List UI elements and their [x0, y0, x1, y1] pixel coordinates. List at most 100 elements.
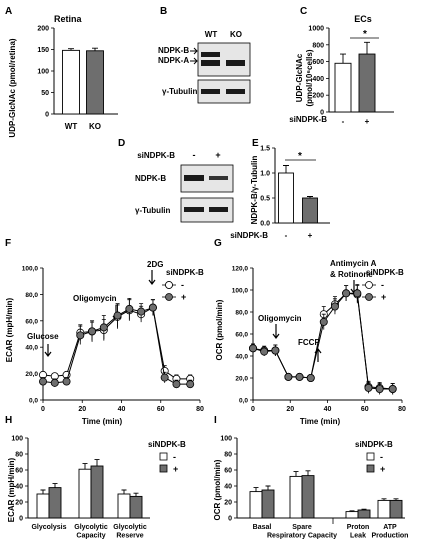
- chart-i-y-tick-label: 80: [224, 452, 232, 459]
- chart-g-data-point: [260, 347, 269, 356]
- chart-e-bar: [302, 197, 318, 224]
- blot-d-lane-plus: +: [215, 150, 220, 160]
- panel-letter-h: H: [5, 415, 12, 426]
- panel-f-ann-2dg: 2DG: [147, 260, 163, 269]
- chart-c-y-tick-label: 0: [320, 110, 324, 117]
- chart-g-data-point: [284, 372, 293, 381]
- chart-f-data-point: [160, 373, 169, 382]
- band-b-wt-ndpkb: [201, 52, 220, 57]
- chart-i-error-bar: [305, 470, 311, 476]
- chart-g-data-point: [388, 384, 397, 393]
- chart-a-category-label: KO: [89, 122, 101, 131]
- chart-h-y-tick-label: 40: [15, 484, 23, 491]
- chart-g-x-tick-label: 20: [286, 406, 294, 413]
- chart-f-data-point: [186, 380, 195, 389]
- chart-h-bar: [48, 487, 62, 519]
- chart-f-data-point: [148, 303, 157, 312]
- chart-h-error-bar: [52, 483, 58, 488]
- chart-h-bar: [117, 493, 131, 519]
- chart-e-error-bar: [283, 165, 289, 173]
- chart-a-y-tick-label: 150: [37, 47, 49, 54]
- chart-a-category-label: WT: [65, 122, 78, 131]
- chart-f-x-tick-label: 0: [41, 406, 45, 413]
- blot-b-lane-wt: WT: [205, 30, 218, 39]
- panel-e-group-label: siNDPK-B: [230, 231, 268, 240]
- blot-b-tubulin: [197, 79, 251, 104]
- panel-f-legend-filled-marker: [165, 293, 173, 301]
- chart-a-error-bar: [68, 48, 74, 51]
- band-b-wt-tubulin: [201, 89, 220, 94]
- arrow-glucose-icon: [44, 344, 52, 357]
- panel-c-title: ECs: [354, 14, 372, 24]
- band-d-plus-ndpkb: [209, 176, 228, 180]
- band-d-minus-ndpkb: [184, 175, 204, 181]
- chart-g-data-point: [295, 372, 304, 381]
- chart-f-data-point: [62, 377, 71, 386]
- arrow-ndpkb-icon: [190, 47, 198, 55]
- chart-g-data-point: [319, 317, 328, 326]
- chart-g-series-line: [252, 292, 393, 390]
- chart-g-data-point: [353, 289, 362, 298]
- panel-letter-f: F: [5, 238, 11, 249]
- chart-i-error-bar: [293, 471, 299, 477]
- chart-e-category-label: +: [308, 231, 313, 240]
- chart-i-error-bar: [253, 487, 259, 492]
- chart-g-y-tick-label: 40,0: [235, 354, 248, 361]
- chart-i-category-label: Basal: [253, 524, 272, 531]
- chart-g-data-point: [375, 384, 384, 393]
- chart-g-data-point: [271, 346, 280, 355]
- chart-a-bar: [62, 49, 80, 115]
- panel-c-ylabel: UDP-GlcNAc: [295, 53, 304, 102]
- blot-b-label-tubulin: γ-Tubulin: [162, 87, 198, 96]
- panel-letter-d: D: [118, 138, 125, 149]
- chart-h-error-bar: [82, 463, 88, 470]
- chart-g-data-point: [342, 289, 351, 298]
- panel-f-legend-open-marker-top: [165, 281, 173, 289]
- chart-f-data-point: [113, 311, 122, 320]
- chart-g-data-point: [330, 302, 339, 311]
- blot-d-lane-minus: -: [193, 150, 196, 160]
- chart-f-x-tick-label: 20: [78, 406, 86, 413]
- chart-a-y-tick-label: 100: [37, 69, 49, 76]
- panel-h-legend-white-swatch: [159, 452, 168, 461]
- panel-f-legend-plus: +: [181, 292, 186, 302]
- chart-h-error-bar: [121, 489, 127, 494]
- blot-d-label-ndpkb: NDPK-B: [135, 174, 166, 183]
- chart-e-bar: [278, 172, 294, 224]
- panel-letter-g: G: [214, 238, 222, 249]
- chart-c-y-tick-label: 800: [312, 42, 324, 49]
- chart-g-y-tick-label: 20,0: [235, 376, 248, 383]
- band-d-plus-tubulin: [209, 207, 228, 212]
- chart-f-data-point: [137, 307, 146, 316]
- chart-e-y-tick-label: 0.5: [260, 196, 270, 203]
- arrow-ndpka-icon: [190, 57, 198, 65]
- chart-f-x-tick-label: 80: [196, 406, 204, 413]
- panel-g-ann-antimycin: Antimycin A: [330, 259, 377, 268]
- chart-e-y-tick-label: 1.0: [260, 171, 270, 178]
- chart-g-data-point: [248, 344, 257, 353]
- chart-f-y-tick-label: 20,0: [25, 371, 38, 378]
- chart-g-data-point: [306, 373, 315, 382]
- chart-i-category-label: Spare Respiratory Capacity: [267, 524, 337, 540]
- chart-c-y-tick-label: 400: [312, 76, 324, 83]
- blot-b-lane-ko: KO: [230, 30, 242, 39]
- panel-f-legend-minus: -: [181, 280, 184, 290]
- chart-h-y-tick-label: 0: [19, 516, 23, 523]
- chart-c-y-tick-label: 200: [312, 93, 324, 100]
- panel-g-ann-fccp: FCCP: [298, 338, 320, 347]
- band-b-wt-ndpka: [201, 60, 220, 66]
- panel-i-legend-plus: +: [380, 464, 385, 474]
- panel-letter-a: A: [5, 6, 12, 17]
- panel-f-ylabel: ECAR (mpH/min): [5, 297, 14, 362]
- chart-f-data-point: [39, 377, 48, 386]
- chart-i-y-tick-label: 40: [224, 484, 232, 491]
- chart-i-error-bar: [349, 510, 355, 512]
- chart-g-series-line: [252, 292, 393, 390]
- panel-letter-b: B: [160, 6, 167, 17]
- panel-h-legend-gray-swatch: [159, 464, 168, 473]
- chart-h-category-label: Glycolytic Reserve: [113, 524, 147, 540]
- chart-f-x-tick-label: 60: [157, 406, 165, 413]
- chart-i-bar: [301, 475, 315, 519]
- chart-h-y-tick-label: 60: [15, 468, 23, 475]
